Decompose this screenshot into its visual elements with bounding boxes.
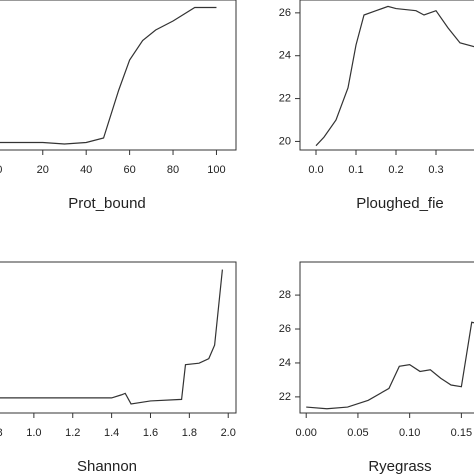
- x-tick-label: 0.0: [308, 164, 323, 176]
- y-tick-label: 26: [279, 323, 291, 335]
- x-tick-label: 0.15: [451, 427, 472, 439]
- x-axis-title: Ploughed_fie: [356, 195, 444, 212]
- x-tick-label: 0.00: [295, 427, 316, 439]
- x-tick-label: 0.2: [388, 164, 403, 176]
- y-tick-label: 22: [279, 391, 291, 403]
- x-tick-label: 100: [207, 164, 225, 176]
- x-axis-title: Ryegrass: [368, 458, 431, 474]
- x-tick-label: 20: [37, 164, 49, 176]
- x-tick-label: 60: [123, 164, 135, 176]
- x-tick-label: 1.8: [182, 427, 197, 439]
- y-tick-label: 22: [279, 92, 291, 104]
- data-line: [315, 5, 474, 147]
- y-tick-label: 28: [279, 289, 291, 301]
- x-tick-label: 0.3: [428, 164, 443, 176]
- x-tick-label: 2.0: [221, 427, 236, 439]
- panel: 0.00 0.05 0.10 0.15 22 24 26 28 Ryegrass: [279, 261, 474, 474]
- y-tick-label: 20: [279, 135, 291, 147]
- y-tick-label: 24: [279, 50, 291, 62]
- x-tick-label: 0.05: [347, 427, 368, 439]
- x-tick-label: 1.6: [143, 427, 158, 439]
- y-tick-label: 26: [279, 7, 291, 19]
- x-tick-label: 0.1: [348, 164, 363, 176]
- x-tick-label: 0: [0, 164, 2, 176]
- x-tick-label: 40: [80, 164, 92, 176]
- plot-frame: [0, 261, 237, 414]
- panel: 0.8 1.0 1.2 1.4 1.6 1.8 2.0 Shannon: [0, 261, 237, 474]
- x-tick-label: 0.10: [399, 427, 420, 439]
- x-axis-title: Prot_bound: [68, 195, 146, 212]
- plot-frame: [299, 0, 474, 151]
- panel: 0 20 40 60 80 100 Prot_bound: [0, 0, 237, 212]
- x-axis-title: Shannon: [77, 458, 137, 474]
- x-tick-label: 1.0: [26, 427, 41, 439]
- plot-frame: [299, 261, 474, 414]
- plot-frame: [0, 0, 237, 151]
- x-tick-label: 1.4: [104, 427, 119, 439]
- x-tick-label: 80: [167, 164, 179, 176]
- data-line: [0, 6, 217, 145]
- data-line: [0, 269, 223, 405]
- y-tick-label: 24: [279, 357, 291, 369]
- data-line: [306, 321, 474, 410]
- x-tick-label: 1.2: [65, 427, 80, 439]
- panel: 0.0 0.1 0.2 0.3 20 22 24 26 Ploughed_fie: [279, 0, 474, 212]
- x-tick-label: 0.8: [0, 427, 3, 439]
